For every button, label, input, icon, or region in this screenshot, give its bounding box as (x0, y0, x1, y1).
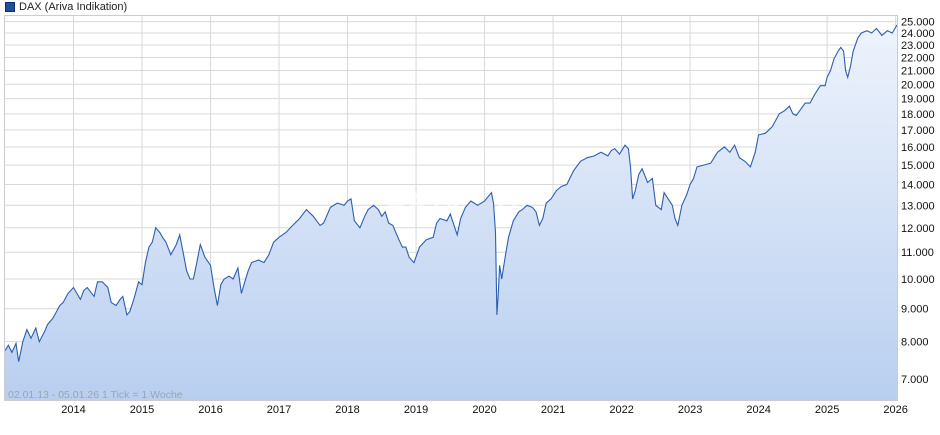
y-tick-label: 15.000 (901, 160, 935, 172)
x-tick-label: 2025 (815, 404, 839, 416)
price-line (4, 24, 898, 362)
y-tick-label: 7.000 (901, 374, 929, 386)
y-tick-label: 10.000 (901, 274, 935, 286)
x-tick-label: 2026 (883, 404, 907, 416)
y-tick-label: 14.000 (901, 179, 935, 191)
y-tick-label: 13.000 (901, 200, 935, 212)
y-tick-label: 24.000 (901, 28, 935, 40)
y-tick-label: 18.000 (901, 109, 935, 121)
x-tick-label: 2019 (404, 404, 428, 416)
x-tick-label: 2014 (61, 404, 85, 416)
y-tick-label: 9.000 (901, 304, 929, 316)
y-tick-label: 19.000 (901, 94, 935, 106)
legend-swatch (5, 2, 15, 12)
y-tick-label: 20.000 (901, 79, 935, 91)
x-tick-label: 2024 (746, 404, 770, 416)
x-tick-label: 2021 (541, 404, 565, 416)
legend-label: DAX (Ariva Indikation) (19, 1, 128, 13)
plot-frame (4, 15, 898, 401)
chart-legend: DAX (Ariva Indikation) (5, 0, 127, 14)
price-area (5, 25, 897, 400)
x-tick-label: 2017 (267, 404, 291, 416)
y-tick-label: 17.000 (901, 125, 935, 137)
y-tick-label: 21.000 (901, 66, 935, 78)
y-tick-label: 16.000 (901, 142, 935, 154)
y-tick-label: 25.000 (901, 17, 935, 29)
x-tick-label: 2015 (130, 404, 154, 416)
period-info-text: 02.01.13 - 05.01.26 1 Tick = 1 Woche (8, 389, 183, 401)
y-tick-label: 11.000 (901, 247, 934, 259)
x-tick-label: 2020 (472, 404, 496, 416)
x-tick-label: 2023 (678, 404, 702, 416)
x-tick-label: 2016 (198, 404, 222, 416)
y-tick-label: 12.000 (901, 223, 935, 235)
y-axis-ticks: 7.000 8.000 9.000 10.000 11.000 12.000 13.000 1… (901, 17, 935, 387)
x-axis-ticks: 2014 2015 2016 2017 2018 2019 2020 2021 2022 2023… (61, 404, 908, 416)
y-tick-label: 8.000 (901, 337, 929, 349)
y-tick-label: 23.000 (901, 40, 935, 52)
y-tick-label: 22.000 (901, 52, 935, 64)
x-tick-label: 2018 (335, 404, 359, 416)
x-tick-label: 2022 (609, 404, 633, 416)
